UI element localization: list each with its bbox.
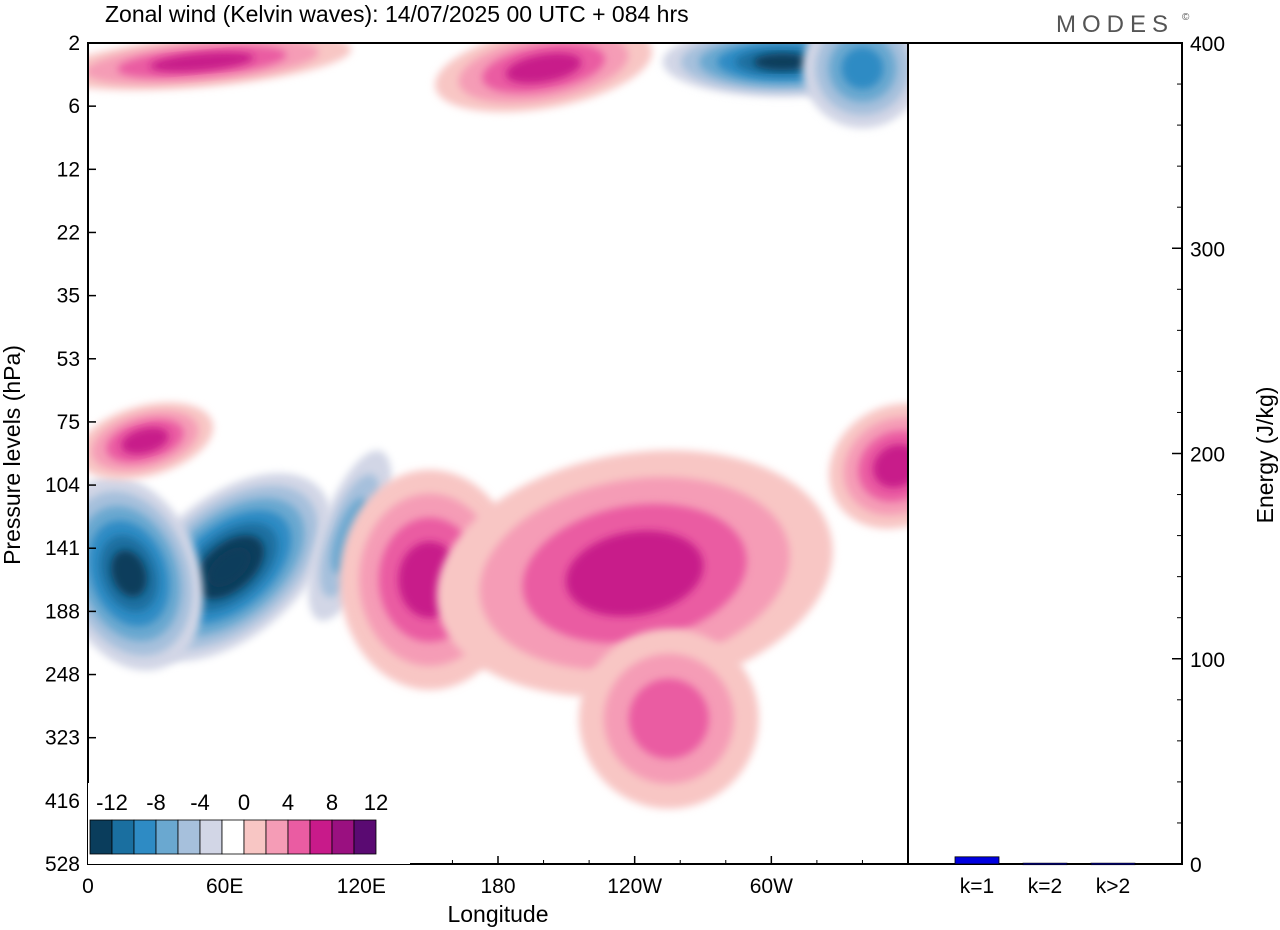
bar-category-label: k>2 bbox=[1096, 875, 1130, 898]
legend-swatch bbox=[111, 819, 135, 855]
legend-label: 0 bbox=[238, 790, 250, 815]
bar-y-axis: 0 100 200 300 400 bbox=[1172, 33, 1225, 877]
brand-name: MODES bbox=[1056, 11, 1174, 38]
y-tick-label: 104 bbox=[45, 474, 80, 497]
x-tick-label: 60W bbox=[750, 875, 793, 898]
contour-band bbox=[565, 530, 704, 617]
y-tick-label: 141 bbox=[45, 537, 80, 560]
y-tick-label: 528 bbox=[45, 853, 80, 876]
legend-swatch bbox=[331, 819, 355, 855]
energy-bar bbox=[1022, 862, 1068, 866]
legend-label: 8 bbox=[326, 790, 338, 815]
legend-swatch bbox=[199, 819, 223, 855]
heatmap-contours bbox=[88, 43, 908, 809]
contour-band bbox=[841, 47, 884, 90]
x-tick-label: 120W bbox=[607, 875, 662, 898]
legend-label: -12 bbox=[96, 790, 128, 815]
energy-tick-label: 0 bbox=[1190, 854, 1202, 877]
x-axis-title: Longitude bbox=[447, 901, 548, 927]
energy-bar-chart: k=1 k=2 k>2 0 100 200 300 400 Energy (J/kg) bbox=[907, 33, 1278, 898]
legend-swatch bbox=[177, 819, 201, 855]
y-tick-label: 12 bbox=[57, 158, 80, 181]
energy-bar bbox=[954, 856, 1000, 865]
contour-band bbox=[873, 444, 908, 488]
heatmap-background bbox=[88, 43, 908, 864]
bar-category-label: k=2 bbox=[1028, 875, 1062, 898]
energy-bar bbox=[1090, 862, 1136, 866]
y-tick-label: 6 bbox=[68, 95, 80, 118]
legend-labels: -12 -8 -4 0 4 8 12 bbox=[96, 790, 388, 815]
x-tick-label: 60E bbox=[206, 875, 243, 898]
bar-chart-frame bbox=[907, 42, 1183, 865]
legend-swatch bbox=[353, 819, 377, 855]
y-tick-label: 35 bbox=[57, 285, 80, 308]
y-tick-label: 22 bbox=[57, 221, 80, 244]
legend-swatches bbox=[89, 819, 377, 855]
modes-logo: MODES © bbox=[1056, 11, 1190, 38]
contour-band bbox=[111, 549, 147, 598]
heatmap-x-axis: 0 60E 120E 180 120W 60W bbox=[82, 856, 863, 898]
energy-tick-label: 400 bbox=[1190, 33, 1225, 56]
legend-swatch bbox=[155, 819, 179, 855]
legend-label: -8 bbox=[146, 790, 166, 815]
legend-swatch bbox=[133, 819, 157, 855]
contour-band bbox=[121, 427, 169, 455]
y-tick-label: 53 bbox=[57, 348, 80, 371]
legend-label: 12 bbox=[364, 790, 388, 815]
westerly-anomaly bbox=[435, 43, 653, 113]
y-tick-label: 75 bbox=[57, 411, 80, 434]
y-tick-label: 2 bbox=[68, 32, 80, 55]
energy-axis-title: Energy (J/kg) bbox=[1252, 387, 1278, 524]
legend-label: -4 bbox=[190, 790, 210, 815]
y-tick-label: 416 bbox=[45, 790, 80, 813]
y-tick-label: 323 bbox=[45, 727, 80, 750]
colorbar-legend: -12 -8 -4 0 4 8 12 bbox=[88, 783, 410, 864]
westerly-anomaly bbox=[88, 43, 352, 91]
westerly-anomaly bbox=[578, 628, 759, 809]
energy-tick-label: 100 bbox=[1190, 649, 1225, 672]
brand-mark: © bbox=[1182, 12, 1190, 23]
chart-title: Zonal wind (Kelvin waves): 14/07/2025 00… bbox=[105, 1, 689, 27]
legend-swatch bbox=[309, 819, 333, 855]
heatmap-y-axis: 2 6 12 22 35 53 75 104 141 188 248 323 416 528 bbox=[45, 32, 96, 876]
bar-category-label: k=1 bbox=[960, 875, 994, 898]
easterly-anomaly bbox=[802, 43, 908, 129]
y-tick-label: 248 bbox=[45, 664, 80, 687]
contour-band bbox=[149, 52, 254, 72]
legend-swatch bbox=[243, 819, 267, 855]
x-tick-label: 0 bbox=[82, 875, 94, 898]
x-tick-label: 180 bbox=[480, 875, 515, 898]
contour-band bbox=[628, 678, 709, 759]
westerly-anomaly bbox=[436, 450, 833, 697]
x-tick-label: 120E bbox=[337, 875, 386, 898]
energy-tick-label: 200 bbox=[1190, 444, 1225, 467]
westerly-anomaly bbox=[828, 403, 908, 529]
contour-band bbox=[207, 547, 251, 587]
legend-swatch bbox=[221, 819, 245, 855]
legend-label: 4 bbox=[282, 790, 294, 815]
legend-swatch bbox=[89, 819, 113, 855]
heatmap-plot: 0 60E 120E 180 120W 60W 2 6 12 22 35 53 75 104 141 188… bbox=[0, 32, 909, 927]
y-tick-label: 188 bbox=[45, 600, 80, 623]
y-axis-title: Pressure levels (hPa) bbox=[0, 345, 25, 565]
easterly-anomaly bbox=[88, 476, 204, 671]
legend-swatch bbox=[265, 819, 289, 855]
contour-band bbox=[505, 53, 582, 84]
bar-x-axis: k=1 k=2 k>2 bbox=[960, 875, 1130, 898]
westerly-anomaly bbox=[88, 402, 214, 480]
contour-band bbox=[753, 53, 812, 71]
legend-swatch bbox=[287, 819, 311, 855]
energy-tick-label: 300 bbox=[1190, 238, 1225, 261]
bar-marks bbox=[954, 856, 1136, 866]
